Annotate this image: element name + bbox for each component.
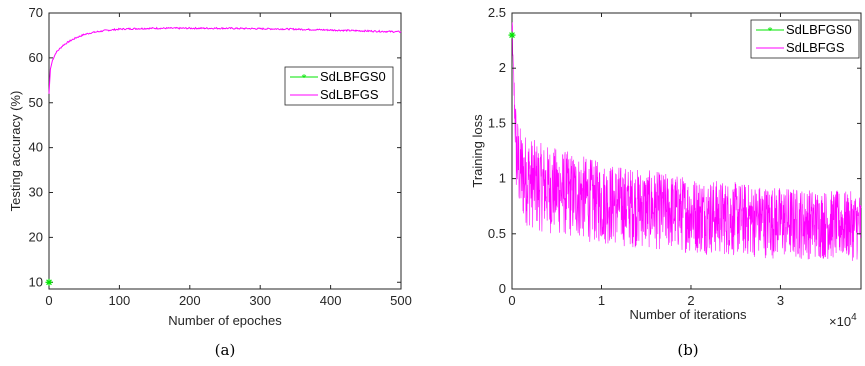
legend-label-sdlbfgs0-b: SdLBFGS0 xyxy=(786,22,852,37)
y-tick-label: 2.5 xyxy=(488,5,506,20)
legend-label-sdlbfgs-b: SdLBFGS xyxy=(786,40,845,55)
x-tick-label: 200 xyxy=(179,293,201,308)
y-tick-label: 1.5 xyxy=(488,115,506,130)
y-ticks-a: 10 20 30 40 50 60 70 xyxy=(29,5,401,289)
legend-label-sdlbfgs-a: SdLBFGS xyxy=(320,87,379,102)
x-tick-label: 500 xyxy=(390,293,412,308)
x-tick-label: 100 xyxy=(109,293,131,308)
legend-a: * SdLBFGS0 SdLBFGS xyxy=(284,66,394,106)
y-tick-label: 0 xyxy=(499,281,506,296)
series-line-sdlbfgs-a xyxy=(48,26,402,94)
y-tick-label: 30 xyxy=(29,185,43,200)
series-line-sdlbfgs-b xyxy=(511,22,862,261)
y-axis-label-a: Testing accuracy (%) xyxy=(8,91,23,212)
legend-box-a xyxy=(284,66,394,106)
caption-b: (b) xyxy=(677,341,698,359)
chart-panel-a: 0 100 200 300 400 500 10 20 30 40 50 60 70 Number o… xyxy=(8,5,412,359)
point-sdlbfgs0-a xyxy=(45,278,53,286)
legend-marker-sdlbfgs0-a: * xyxy=(301,72,307,84)
y-tick-label: 10 xyxy=(29,274,43,289)
y-tick-label: 20 xyxy=(29,229,43,244)
x-tick-label: 0 xyxy=(508,293,515,308)
series-group-b xyxy=(508,22,862,261)
x-axis-label-b: Number of iterations xyxy=(629,307,747,322)
caption-a: (a) xyxy=(215,341,236,359)
x-ticks-a: 0 100 200 300 400 500 xyxy=(45,13,412,308)
y-tick-label: 50 xyxy=(29,95,43,110)
legend-b: * SdLBFGS0 SdLBFGS xyxy=(750,19,860,59)
series-group-a xyxy=(45,26,402,286)
x-axis-label-a: Number of epoches xyxy=(168,313,282,328)
point-sdlbfgs0-b xyxy=(508,31,516,39)
plot-area-a xyxy=(48,12,402,290)
x-tick-label: 300 xyxy=(249,293,271,308)
legend-box-b xyxy=(750,19,860,59)
y-tick-label: 1 xyxy=(499,171,506,186)
x-tick-label: 3 xyxy=(777,293,784,308)
x-tick-label: 400 xyxy=(320,293,342,308)
y-ticks-b: 0 0.5 1 1.5 2 2.5 xyxy=(488,5,861,296)
legend-label-sdlbfgs0-a: SdLBFGS0 xyxy=(320,69,386,84)
x-tick-label: 2 xyxy=(687,293,694,308)
chart-panel-b: 0 1 2 3 0 0.5 1 1.5 2 2.5 Number of iterations T… xyxy=(470,5,862,359)
y-tick-label: 60 xyxy=(29,50,43,65)
y-tick-label: 0.5 xyxy=(488,226,506,241)
x-ticks-b: 0 1 2 3 xyxy=(508,13,784,308)
x-tick-label: 0 xyxy=(45,293,52,308)
x-tick-label: 1 xyxy=(598,293,605,308)
y-axis-label-b: Training loss xyxy=(470,114,485,188)
x-axis-multiplier-b: ×104 xyxy=(829,312,857,329)
y-tick-label: 2 xyxy=(499,60,506,75)
legend-marker-sdlbfgs0-b: * xyxy=(767,25,773,37)
y-tick-label: 70 xyxy=(29,5,43,20)
y-tick-label: 40 xyxy=(29,140,43,155)
